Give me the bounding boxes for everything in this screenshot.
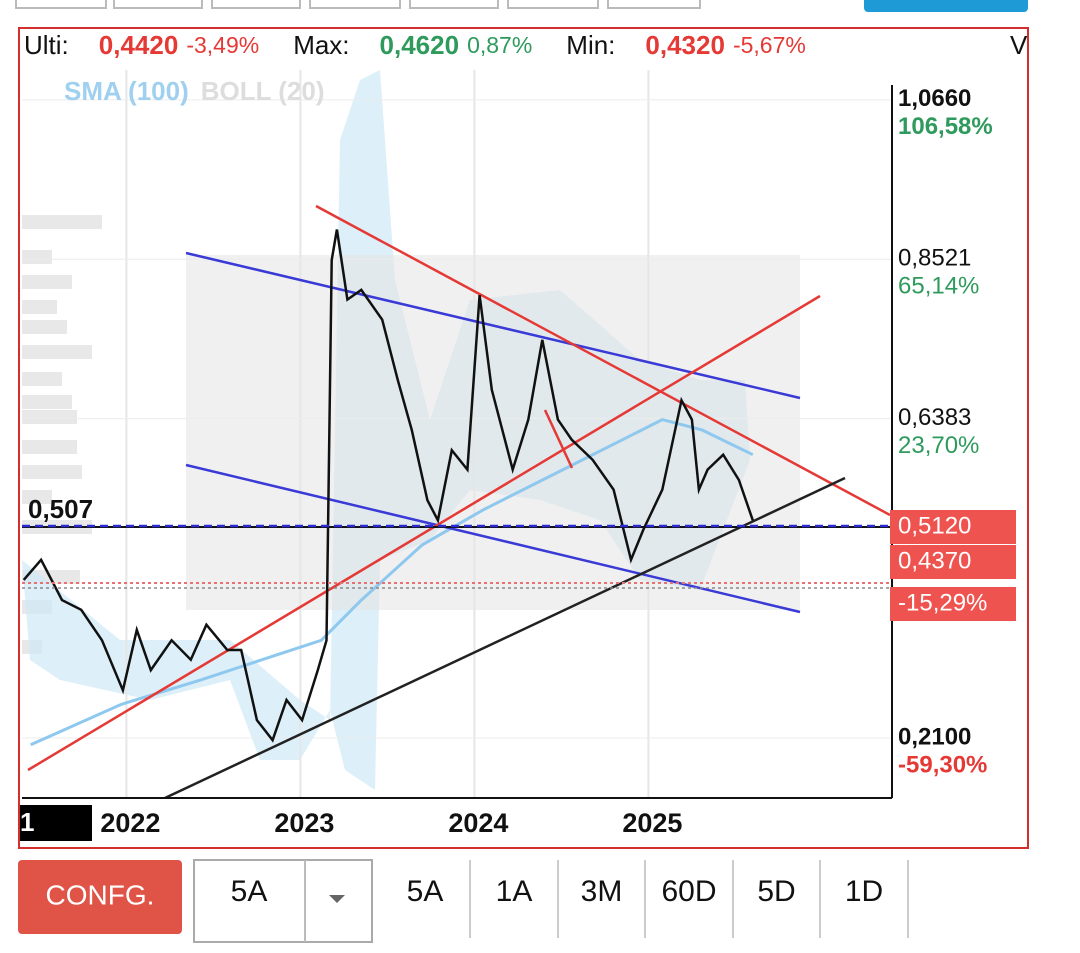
stat-change: -5,67% <box>733 32 806 58</box>
stat-change: -3,49% <box>186 32 259 58</box>
channel-fill <box>186 255 800 610</box>
trendline <box>315 204 891 517</box>
stat-change: 0,87% <box>467 32 532 58</box>
stat-label: Ulti: <box>24 30 69 60</box>
range-label: 5A <box>407 875 444 908</box>
volume-profile <box>22 410 77 424</box>
y-tick-label: 0,2100 <box>898 723 971 750</box>
legend-entry: BOLL (20) <box>201 76 325 106</box>
range-label: 1D <box>845 875 883 908</box>
tab[interactable] <box>211 0 301 9</box>
y-tick-pct: -59,30% <box>898 751 987 778</box>
x-tick-label: 2025 <box>622 808 682 838</box>
price-tag: -15,29% <box>898 589 987 616</box>
price-tag-box <box>890 545 1016 579</box>
top-button[interactable] <box>864 0 1028 12</box>
corner-box <box>20 805 92 841</box>
trendline <box>27 294 821 772</box>
tab[interactable] <box>507 0 599 9</box>
range-label: 1A <box>496 875 533 908</box>
price-tag-box <box>890 510 1016 544</box>
corner-label: 1 <box>20 807 34 837</box>
y-tick-pct: 65,14% <box>898 273 979 300</box>
level-label: 0,507 <box>28 494 93 524</box>
config-label: CONFG. <box>46 879 155 910</box>
tab[interactable] <box>15 0 107 9</box>
x-tick-label: 2022 <box>100 808 160 838</box>
stat-value: 0,4420 <box>99 30 179 60</box>
trendline <box>164 476 846 800</box>
stat-label: Max: <box>293 30 349 60</box>
y-tick-label: 0,6383 <box>898 404 971 431</box>
range-selected: 5A <box>231 875 268 908</box>
header-overflow: V <box>1010 30 1028 60</box>
range-label: 5D <box>757 875 795 908</box>
stat-label: Min: <box>566 30 615 60</box>
volume-profile <box>22 275 72 289</box>
volume-profile <box>22 395 72 409</box>
volume-profile <box>22 372 62 386</box>
trendline <box>543 409 574 469</box>
y-tick-label: 1,0660 <box>898 85 971 112</box>
y-tick-label: 0,8521 <box>898 245 971 272</box>
top-strip <box>15 0 701 9</box>
stat-value: 0,4620 <box>380 30 460 60</box>
tab[interactable] <box>607 0 701 9</box>
header: Ulti: 0,4420 -3,49% Max: 0,4620 0,87% Min: 0,43… <box>24 30 1028 60</box>
volume-profile <box>22 320 67 334</box>
dropdown-arrow[interactable] <box>329 895 345 903</box>
price-tag: 0,4370 <box>898 547 971 574</box>
volume-profile <box>22 345 92 359</box>
volume-profile <box>22 490 52 504</box>
tab[interactable] <box>113 0 203 9</box>
toolbar: CONFG. 5A 5A 1A 3M 60D 5D 1D <box>18 859 909 943</box>
price-tag-box <box>890 587 1016 621</box>
y-tick-pct: 106,58% <box>898 113 993 140</box>
range-label: 60D <box>661 875 716 908</box>
volume-profile <box>22 300 57 314</box>
volume-profile <box>22 440 77 454</box>
legend-entry: SMA (100) <box>64 76 189 106</box>
price-tag: 0,5120 <box>898 512 971 539</box>
x-tick-label: 2023 <box>274 808 334 838</box>
tab[interactable] <box>309 0 401 9</box>
volume-profile <box>22 215 102 229</box>
x-tick-label: 2024 <box>448 808 508 838</box>
stat-value: 0,4320 <box>645 30 725 60</box>
config-button[interactable] <box>18 860 182 934</box>
volume-profile <box>22 250 52 264</box>
trendline <box>185 463 801 614</box>
range-label: 3M <box>581 875 623 908</box>
y-tick-pct: 23,70% <box>898 432 979 459</box>
sma-line <box>30 418 754 747</box>
price-line <box>22 229 754 743</box>
range-select[interactable] <box>193 859 373 943</box>
trendline <box>185 251 801 400</box>
tab[interactable] <box>409 0 499 9</box>
volume-profile <box>22 465 82 479</box>
